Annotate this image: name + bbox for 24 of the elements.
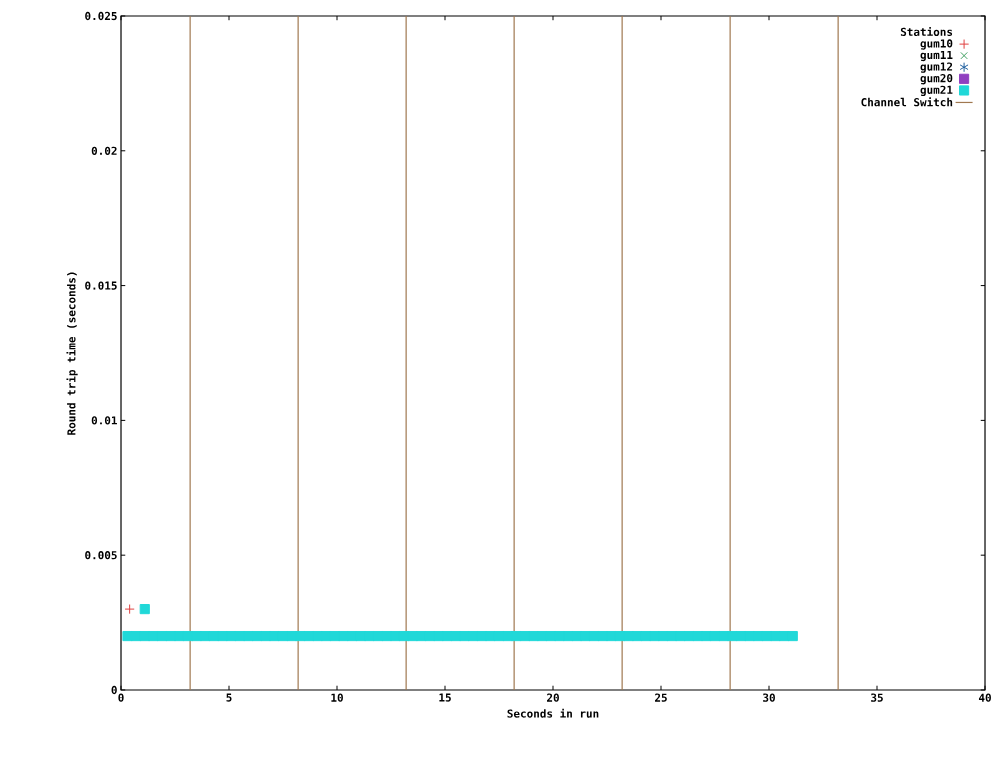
x-tick-label: 0	[118, 693, 124, 702]
x-axis-title: Seconds in run	[507, 708, 599, 718]
y-axis-title: Round trip time (seconds)	[66, 272, 78, 435]
x-tick-label: 25	[655, 693, 667, 702]
y-tick-label: 0.015	[85, 281, 117, 290]
x-tick-label: 35	[871, 693, 883, 702]
x-tick-label: 20	[547, 693, 559, 702]
x-tick-label: 40	[978, 693, 991, 702]
x-tick-label: 5	[226, 693, 232, 702]
y-tick-label: 0.02	[91, 146, 117, 155]
legend-label: gum11	[920, 50, 953, 62]
y-tick-label: 0.005	[85, 551, 117, 560]
x-tick-label: 15	[439, 693, 451, 702]
legend-label: gum12	[920, 62, 953, 73]
legend-label: Channel Switch	[861, 97, 953, 107]
y-tick-label: 0.025	[85, 11, 117, 21]
x-tick-label: 30	[763, 693, 775, 702]
legend-label: gum21	[920, 85, 953, 97]
legend-label: gum10	[920, 39, 953, 50]
x-tick-label: 10	[331, 693, 343, 702]
legend-label: gum20	[920, 74, 953, 85]
legend-title: Stations	[900, 26, 953, 36]
y-tick-label: 0	[111, 685, 117, 695]
y-tick-label: 0.01	[91, 416, 117, 425]
